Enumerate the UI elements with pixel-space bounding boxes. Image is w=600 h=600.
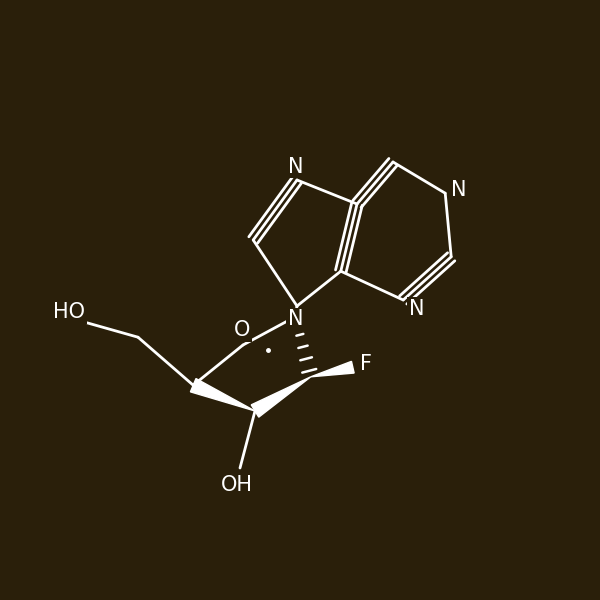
Text: N: N (451, 180, 466, 200)
Text: N: N (409, 299, 424, 319)
Text: HO: HO (53, 302, 85, 322)
Polygon shape (251, 377, 311, 417)
Polygon shape (190, 379, 255, 411)
Polygon shape (311, 361, 354, 377)
Text: F: F (360, 354, 372, 374)
Text: OH: OH (221, 475, 253, 495)
Text: N: N (288, 309, 304, 329)
Text: N: N (288, 157, 304, 177)
Text: O: O (233, 320, 250, 340)
